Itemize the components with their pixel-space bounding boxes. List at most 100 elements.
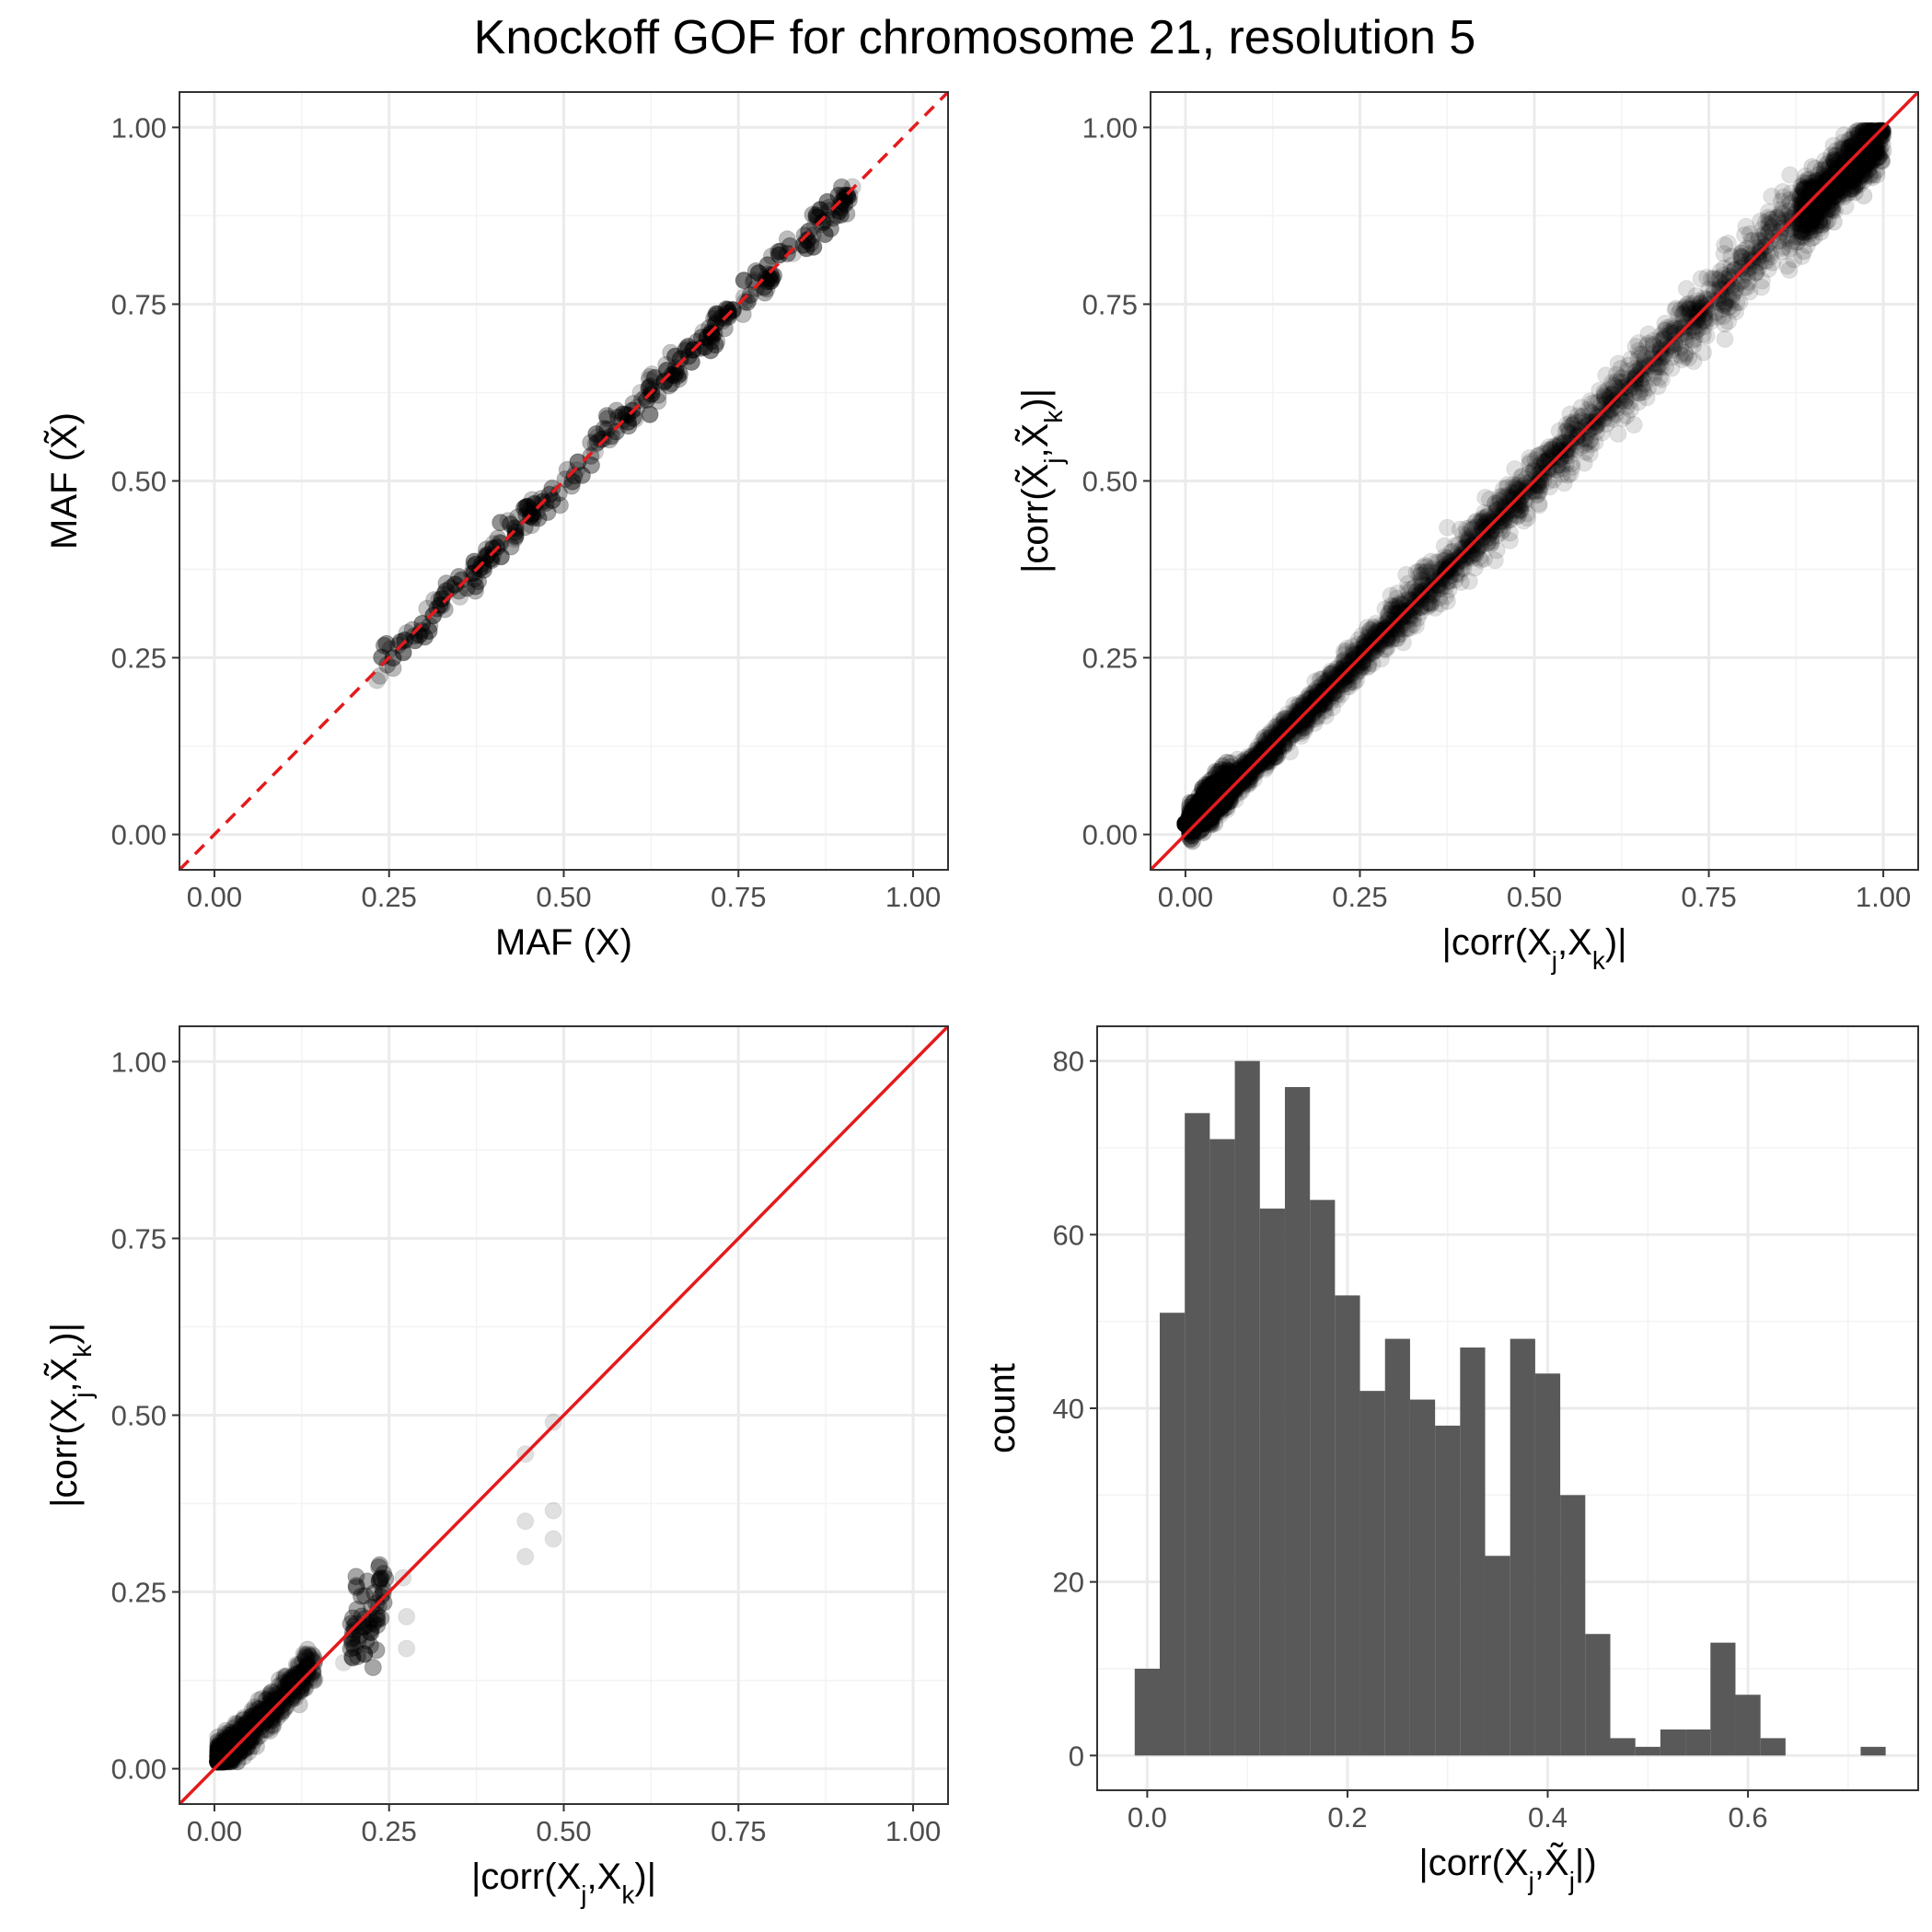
data-point bbox=[1810, 203, 1828, 222]
data-point bbox=[1680, 299, 1698, 318]
data-point bbox=[1684, 353, 1703, 371]
y-tick-label: 0.75 bbox=[111, 288, 167, 320]
data-point bbox=[1788, 186, 1807, 204]
data-point bbox=[1565, 414, 1583, 433]
data-point bbox=[1597, 415, 1615, 434]
data-point bbox=[543, 479, 561, 497]
data-point bbox=[1450, 565, 1468, 584]
data-point bbox=[1756, 213, 1775, 231]
data-point bbox=[1221, 778, 1239, 796]
data-point bbox=[1401, 619, 1419, 638]
data-point bbox=[1721, 298, 1740, 317]
data-point bbox=[1553, 457, 1571, 475]
data-point bbox=[702, 325, 721, 343]
data-point bbox=[526, 496, 544, 515]
data-point bbox=[1359, 657, 1378, 676]
data-point bbox=[1294, 719, 1313, 737]
data-point bbox=[1597, 366, 1615, 385]
data-point bbox=[756, 283, 774, 302]
data-point bbox=[1286, 702, 1304, 721]
data-point bbox=[1267, 747, 1285, 766]
data-point bbox=[761, 272, 780, 290]
data-point bbox=[416, 628, 434, 646]
data-point bbox=[1793, 247, 1811, 265]
data-point bbox=[1299, 706, 1317, 724]
data-point bbox=[1635, 358, 1653, 376]
data-point bbox=[1301, 685, 1319, 703]
data-point bbox=[1241, 773, 1259, 792]
y-tick-label: 0.00 bbox=[111, 819, 167, 851]
data-point bbox=[1615, 383, 1634, 401]
data-point bbox=[1561, 405, 1579, 423]
data-point bbox=[1519, 509, 1537, 527]
data-point bbox=[1452, 551, 1470, 570]
data-point bbox=[1185, 813, 1203, 831]
data-point bbox=[1431, 571, 1450, 589]
data-point bbox=[1359, 645, 1377, 664]
data-point bbox=[1188, 808, 1207, 827]
data-point bbox=[1340, 673, 1359, 691]
data-point bbox=[821, 219, 839, 237]
data-point bbox=[1225, 779, 1244, 797]
data-point bbox=[1802, 212, 1821, 230]
data-point bbox=[816, 211, 835, 229]
data-point bbox=[588, 433, 607, 451]
data-point bbox=[1625, 384, 1643, 402]
data-point bbox=[1193, 804, 1211, 822]
data-point bbox=[467, 555, 485, 573]
data-point bbox=[1326, 676, 1345, 694]
data-point bbox=[1194, 793, 1212, 812]
data-point bbox=[1556, 445, 1574, 463]
data-point bbox=[518, 497, 537, 515]
data-point bbox=[1635, 356, 1653, 375]
data-point bbox=[1521, 449, 1539, 468]
data-point bbox=[1189, 815, 1208, 833]
data-point bbox=[1253, 753, 1271, 771]
data-point bbox=[1198, 806, 1217, 825]
data-point bbox=[1225, 779, 1244, 797]
data-point bbox=[761, 266, 780, 284]
data-point bbox=[1562, 430, 1580, 448]
data-point bbox=[465, 557, 483, 575]
data-point bbox=[1300, 696, 1318, 714]
data-point bbox=[433, 590, 451, 608]
data-point bbox=[1243, 762, 1261, 781]
data-point bbox=[1844, 179, 1862, 198]
data-point bbox=[1335, 660, 1353, 678]
data-point bbox=[1319, 686, 1337, 704]
data-point bbox=[1186, 811, 1204, 829]
data-point bbox=[1400, 591, 1418, 609]
data-point bbox=[1389, 605, 1407, 623]
data-point bbox=[701, 341, 720, 360]
data-point bbox=[1482, 528, 1500, 547]
data-point bbox=[1694, 326, 1712, 344]
data-point bbox=[1338, 639, 1357, 657]
x-tick-label: 0.75 bbox=[711, 881, 766, 913]
data-point bbox=[1211, 785, 1230, 804]
data-point bbox=[1357, 647, 1375, 665]
data-point bbox=[802, 235, 820, 253]
data-point bbox=[1502, 492, 1521, 510]
data-point bbox=[1818, 192, 1836, 211]
data-point bbox=[1424, 585, 1442, 604]
data-point bbox=[760, 269, 779, 287]
data-point bbox=[1253, 743, 1271, 761]
data-point bbox=[666, 347, 685, 365]
data-point bbox=[1602, 374, 1621, 392]
data-point bbox=[1263, 741, 1281, 759]
data-point bbox=[502, 515, 520, 534]
data-point bbox=[1219, 780, 1237, 798]
data-point bbox=[1447, 537, 1465, 555]
data-point bbox=[1609, 354, 1627, 373]
data-point bbox=[838, 204, 856, 223]
data-point bbox=[1183, 815, 1201, 833]
data-point bbox=[1591, 381, 1609, 399]
data-point bbox=[740, 290, 758, 308]
data-point bbox=[1868, 166, 1886, 184]
data-point bbox=[532, 490, 550, 508]
data-point bbox=[1391, 625, 1409, 643]
y-tick-label: 0.50 bbox=[111, 466, 167, 498]
data-point bbox=[703, 327, 722, 345]
data-point bbox=[708, 305, 726, 323]
data-point bbox=[1237, 760, 1255, 779]
